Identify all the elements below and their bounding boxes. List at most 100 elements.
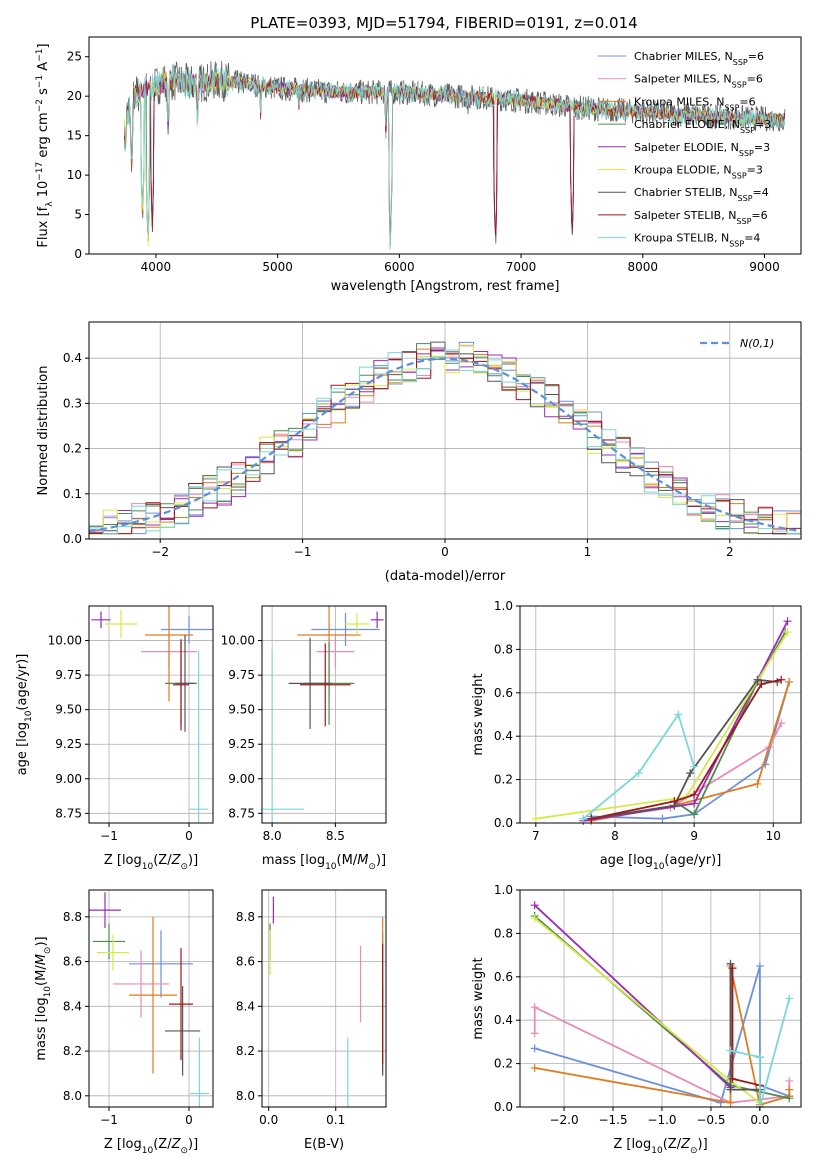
x-tick-label: −0.5 — [696, 1113, 725, 1127]
y-axis-label: mass weight — [471, 673, 486, 755]
legend-sub: SSP — [740, 126, 755, 135]
weight-marker — [716, 1098, 725, 1107]
x-tick-label: 0 — [441, 545, 449, 559]
legend-sub: SSP — [732, 171, 747, 180]
weight-line — [535, 631, 789, 820]
spectrum-line-8 — [123, 65, 785, 249]
x-tick-label: 7000 — [506, 260, 537, 274]
label-part: )] — [34, 936, 49, 946]
label-part: log — [34, 997, 49, 1017]
x-tick-label: 2 — [726, 545, 734, 559]
legend-label: Chabrier STELIB, N — [634, 186, 738, 199]
y-tick-label: 0.6 — [494, 686, 513, 700]
y-tick-label: 20 — [67, 89, 82, 103]
legend-tail: =3 — [754, 141, 770, 154]
x-tick-label: 8.5 — [326, 829, 345, 843]
plot-body — [89, 892, 209, 1107]
y-tick-label: 10 — [67, 168, 82, 182]
weight-line — [591, 678, 782, 820]
weight-vs-metallicity-panel: −2.0 −1.5 −1.0 −0.5 0.0 0.0 0.2 0.4 0.6 0.8 1.0 Z [… — [471, 883, 802, 1156]
weight-marker — [530, 1003, 539, 1012]
y-axis-label: age [log10(age/yr)] — [15, 654, 34, 776]
weight-marker — [753, 779, 762, 788]
label-part: age [ — [15, 742, 30, 775]
y-tick-label: 9.25 — [228, 737, 255, 751]
legend-sub: SSP — [732, 80, 747, 89]
plot-body — [531, 617, 794, 825]
weight-marker — [777, 675, 786, 684]
label-part: Normed distribution — [36, 366, 51, 496]
weight-marker — [658, 814, 667, 823]
x-tick-label: −2.0 — [549, 1113, 578, 1127]
x-axis-label: Z [log10(Z/Z⊙)] — [613, 1137, 707, 1156]
weight-series-8 — [579, 710, 699, 823]
label-part: log — [15, 722, 30, 742]
normal-reference-curve — [89, 357, 801, 533]
weight-marker — [755, 961, 764, 970]
legend-label: Salpeter MILES, N — [634, 73, 732, 86]
errorbar-point-7 — [299, 643, 351, 727]
x-tick-label: 8000 — [628, 260, 659, 274]
x-tick-label: −1 — [294, 545, 312, 559]
axes: −2.0 −1.5 −1.0 −0.5 0.0 0.0 0.2 0.4 0.6 0.8 1.0 Z [… — [471, 883, 802, 1156]
label-sub: ⊙ — [180, 862, 188, 872]
weight-series-7 — [587, 675, 786, 823]
weight-marker — [785, 1076, 794, 1085]
x-axis-label: Z [log10(Z/Z⊙)] — [104, 853, 198, 872]
plot-body — [269, 896, 384, 1107]
weight-line — [730, 998, 791, 1108]
grid — [262, 606, 386, 823]
label-sub: ⊙ — [690, 1146, 698, 1156]
y-tick-label: 0.1 — [63, 487, 82, 501]
weight-marker — [530, 1029, 539, 1038]
x-tick-label: 8 — [611, 829, 619, 843]
x-axis-label: E(B-V) — [304, 1137, 344, 1152]
legend-entry: Salpeter MILES, NSSP=6 — [634, 73, 763, 90]
plot-body — [123, 60, 786, 250]
y-tick-label: 0.0 — [494, 816, 513, 830]
legend-sub: SSP — [733, 58, 748, 67]
errorbar-point-8 — [189, 1037, 209, 1107]
label-part: M — [34, 954, 49, 965]
legend-label: Chabrier ELODIE, N — [634, 118, 740, 131]
weight-marker — [728, 1074, 737, 1083]
label-sub: ⊙ — [180, 1146, 188, 1156]
y-tick-label: 0.6 — [494, 970, 513, 984]
label-part: 10 — [36, 181, 51, 202]
label-part: (Z/ — [153, 853, 172, 868]
y-tick-label: 25 — [67, 50, 82, 64]
y-tick-label: 0.0 — [494, 1100, 513, 1114]
grid — [89, 890, 213, 1107]
x-tick-label: 6000 — [384, 260, 415, 274]
weight-marker — [785, 1094, 794, 1103]
legend-entry: Salpeter STELIB, NSSP=6 — [634, 209, 768, 226]
label-part: wavelength [Angstrom, rest frame] — [331, 279, 560, 294]
plot-body — [530, 901, 794, 1111]
legend-tail: =6 — [739, 95, 755, 108]
errorbar-point-8 — [189, 650, 209, 823]
weight-marker — [531, 814, 540, 823]
errorbar-point-6 — [288, 637, 332, 730]
label-part: A — [36, 62, 51, 75]
x-axis-label: (data-model)/error — [385, 569, 506, 584]
legend-label: Kroupa STELIB, N — [634, 232, 729, 245]
weight-marker — [530, 1044, 539, 1053]
weight-marker — [686, 769, 695, 778]
weight-marker — [690, 790, 699, 799]
x-axis-label: mass [log10(M/M⊙)] — [262, 853, 386, 872]
label-part: )] — [698, 1137, 708, 1152]
weight-marker — [726, 959, 735, 968]
label-sub: 10 — [325, 862, 337, 872]
label-part: )] — [188, 1137, 198, 1152]
grid — [520, 889, 801, 1108]
label-part: Z [ — [104, 1137, 122, 1152]
x-tick-label: 10 — [766, 829, 781, 843]
legend-entry: Chabrier MILES, NSSP=6 — [634, 50, 764, 67]
weight-marker — [785, 677, 794, 686]
legend-entry: Salpeter ELODIE, NSSP=3 — [634, 141, 770, 158]
grid — [520, 605, 801, 824]
y-tick-label: 0.8 — [494, 926, 513, 940]
